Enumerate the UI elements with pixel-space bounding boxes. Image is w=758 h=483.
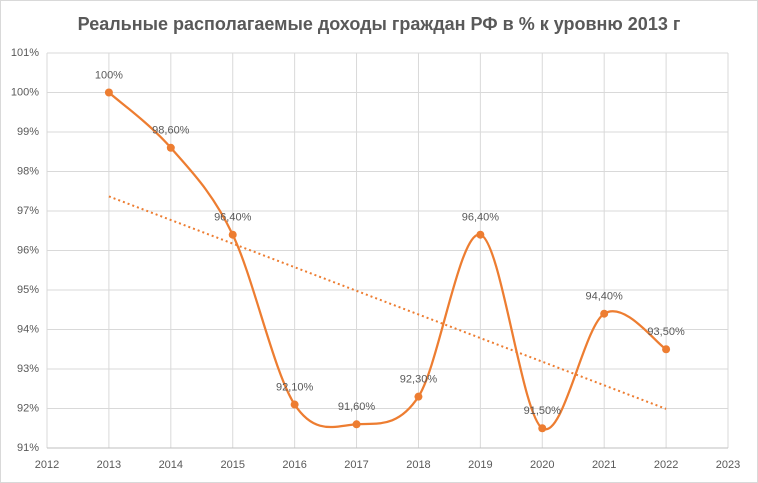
y-tick-label: 94% — [17, 323, 39, 335]
data-point — [352, 420, 361, 429]
series-line — [108, 91, 667, 431]
x-tick-label: 2012 — [35, 459, 59, 471]
x-tick-label: 2022 — [654, 459, 678, 471]
data-label: 100% — [95, 69, 123, 81]
trendline — [108, 195, 667, 410]
x-tick-label: 2020 — [530, 459, 554, 471]
data-point — [600, 309, 609, 318]
data-point — [476, 230, 485, 239]
x-tick-label: 2021 — [592, 459, 616, 471]
data-label: 98,60% — [152, 125, 190, 137]
data-label: 96,40% — [462, 212, 500, 224]
y-tick-label: 93% — [17, 363, 39, 375]
y-tick-label: 97% — [17, 205, 39, 217]
data-point — [104, 88, 113, 97]
y-tick-label: 98% — [17, 165, 39, 177]
data-label: 92,10% — [276, 381, 314, 393]
y-tick-label: 92% — [17, 402, 39, 414]
data-label: 96,40% — [214, 212, 252, 224]
x-tick-label: 2023 — [716, 459, 740, 471]
data-label: 91,60% — [338, 401, 376, 413]
data-point — [290, 400, 299, 409]
x-tick-label: 2019 — [468, 459, 492, 471]
data-point — [228, 230, 237, 239]
data-point — [166, 143, 175, 152]
x-tick-label: 2013 — [97, 459, 121, 471]
x-tick-label: 2017 — [344, 459, 368, 471]
data-label: 91,50% — [524, 405, 562, 417]
data-label: 92,30% — [400, 374, 438, 386]
y-tick-label: 100% — [11, 86, 39, 98]
x-tick-label: 2015 — [220, 459, 244, 471]
y-tick-label: 96% — [17, 244, 39, 256]
data-point — [662, 345, 671, 354]
chart-title: Реальные располагаемые доходы граждан РФ… — [78, 14, 681, 34]
data-label: 93,50% — [647, 326, 685, 338]
y-tick-label: 101% — [11, 47, 39, 59]
x-tick-label: 2016 — [282, 459, 306, 471]
data-point — [414, 392, 423, 401]
data-point — [538, 424, 547, 433]
y-tick-label: 91% — [17, 442, 39, 454]
x-tick-label: 2018 — [406, 459, 430, 471]
y-tick-label: 99% — [17, 126, 39, 138]
data-label: 94,40% — [586, 291, 624, 303]
y-tick-label: 95% — [17, 284, 39, 296]
x-tick-label: 2014 — [159, 459, 183, 471]
